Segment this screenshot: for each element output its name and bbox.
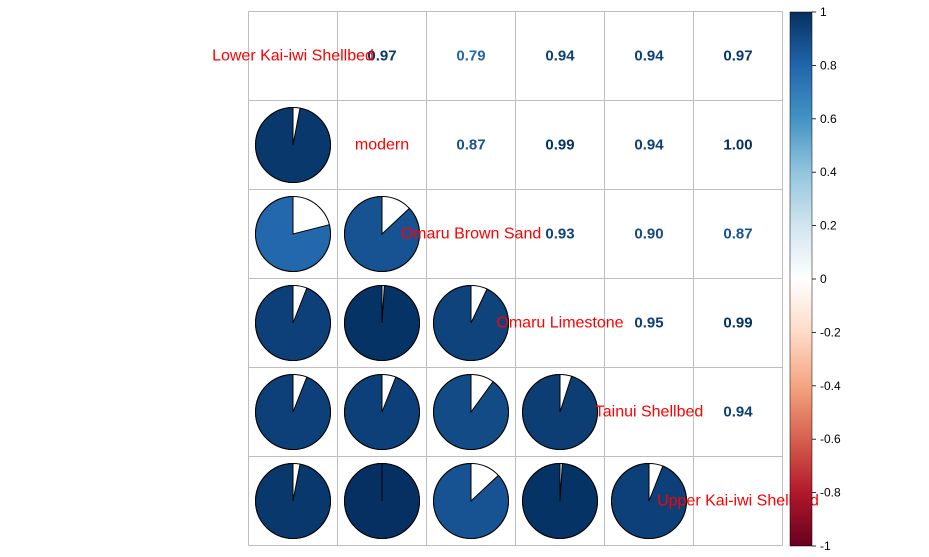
legend-tick-label: 0.6 bbox=[820, 112, 837, 126]
coefficient-label: 0.79 bbox=[456, 48, 485, 65]
diagonal-label-layer: Lower Kai-iwi Shellbed modern Omaru Brown … bbox=[212, 48, 819, 510]
pie-slice bbox=[344, 195, 420, 272]
pie-slice bbox=[255, 373, 331, 450]
pie-cell bbox=[433, 462, 509, 539]
coefficient-label: 0.97 bbox=[367, 48, 396, 65]
legend-tick-label: -0.6 bbox=[820, 432, 841, 446]
coefficient-label: 0.93 bbox=[545, 226, 574, 243]
coefficient-label: 0.94 bbox=[723, 404, 753, 421]
pie-slice bbox=[522, 373, 598, 450]
coefficient-label: 0.87 bbox=[456, 137, 485, 154]
legend-tick-label: -0.8 bbox=[820, 486, 841, 500]
pie-cell bbox=[611, 462, 687, 539]
pie-slice bbox=[255, 284, 331, 361]
variable-label: Lower Kai-iwi Shellbed bbox=[212, 48, 374, 65]
pie-slice bbox=[611, 462, 687, 539]
pie-layer bbox=[255, 106, 687, 539]
legend-tick-label: 0.4 bbox=[820, 165, 837, 179]
pie-slice bbox=[344, 284, 420, 361]
pie-slice bbox=[522, 462, 598, 539]
pie-cell bbox=[344, 195, 420, 272]
variable-label: Upper Kai-iwi Shellbed bbox=[657, 493, 819, 510]
pie-cell bbox=[255, 106, 331, 183]
pie-cell bbox=[344, 284, 420, 361]
coefficient-layer: 0.97 0.79 0.94 0.94 0.97 0.87 0.99 0.94 1.00 0.93… bbox=[367, 48, 753, 421]
pie-cell bbox=[344, 373, 420, 450]
legend-tick-label: 1 bbox=[820, 5, 827, 19]
pie-cell bbox=[255, 195, 331, 272]
pie-slice bbox=[255, 195, 331, 272]
pie-cell bbox=[522, 462, 598, 539]
legend-tick-label: -0.2 bbox=[820, 325, 841, 339]
pie-cell bbox=[433, 373, 509, 450]
legend-tick-label: 0.8 bbox=[820, 58, 837, 72]
legend-tick-label: 0.2 bbox=[820, 219, 837, 233]
color-legend: 1 0.8 0.6 0.4 0.2 0 -0.2 -0.4 -0.6 -0.8 -1 bbox=[789, 5, 841, 553]
grid-layer bbox=[248, 11, 783, 546]
coefficient-label: 0.94 bbox=[545, 48, 575, 65]
pie-slice bbox=[255, 106, 331, 183]
coefficient-label: 0.99 bbox=[545, 137, 574, 154]
variable-label: Omaru Brown Sand bbox=[401, 226, 542, 243]
pie-slice bbox=[433, 284, 509, 361]
pie-cell bbox=[344, 463, 420, 539]
coefficient-label: 0.94 bbox=[634, 48, 664, 65]
variable-label: Omaru Limestone bbox=[496, 315, 623, 332]
legend-tick-label: -1 bbox=[820, 539, 831, 553]
pie-cell bbox=[433, 284, 509, 361]
pie-cell bbox=[522, 373, 598, 450]
coefficient-label: 0.94 bbox=[634, 137, 664, 154]
coefficient-label: 0.90 bbox=[634, 226, 663, 243]
legend-tick-label: 0 bbox=[820, 272, 827, 286]
coefficient-label: 0.97 bbox=[723, 48, 752, 65]
pie-cell bbox=[255, 373, 331, 450]
legend-tick-label: -0.4 bbox=[820, 379, 841, 393]
pie-cell bbox=[255, 462, 331, 539]
pie-slice bbox=[433, 373, 509, 450]
variable-label: modern bbox=[355, 137, 409, 154]
coefficient-label: 0.99 bbox=[723, 315, 752, 332]
pie-slice bbox=[344, 373, 420, 450]
legend-color-bar bbox=[789, 11, 813, 547]
coefficient-label: 0.95 bbox=[634, 315, 663, 332]
pie-cell bbox=[255, 284, 331, 361]
pie-slice bbox=[433, 462, 509, 539]
coefficient-label: 0.87 bbox=[723, 226, 752, 243]
pie-slice bbox=[255, 462, 331, 539]
coefficient-label: 1.00 bbox=[723, 137, 752, 154]
variable-label: Tainui Shellbed bbox=[595, 404, 704, 421]
